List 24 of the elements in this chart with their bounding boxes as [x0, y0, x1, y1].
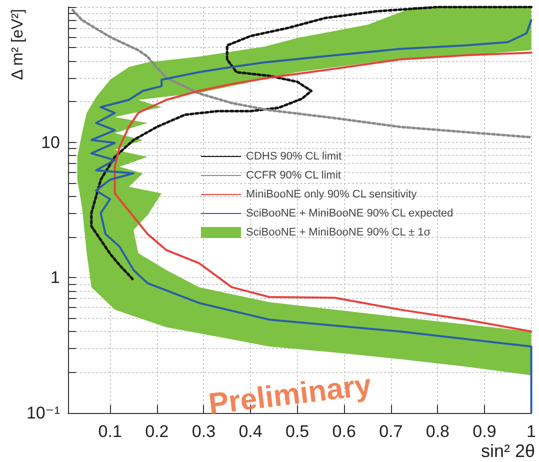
y-tick-label: 10 — [41, 132, 60, 152]
line-series — [90, 6, 533, 282]
annotation: Preliminary — [206, 368, 374, 422]
x-tick-label: 0.5 — [285, 422, 310, 441]
x-tick-label: 0.2 — [145, 422, 169, 441]
y-tick-label: 10⁻¹ — [26, 404, 60, 422]
x-tick-label: 1 — [526, 422, 536, 441]
legend-label: SciBooNE + MiniBooNE 90% CL ± 1σ — [246, 226, 431, 238]
legend-label: SciBooNE + MiniBooNE 90% CL expected — [246, 208, 454, 220]
x-tick-label: 0.6 — [332, 422, 356, 441]
x-tick-label: 0.3 — [192, 422, 216, 441]
x-tick-label: 0.4 — [238, 422, 262, 441]
x-axis-title: sin² 2θ — [480, 441, 536, 461]
y-axis-title: Δ m² [eV²] — [10, 8, 26, 80]
y-tick-label: 1 — [50, 268, 60, 288]
x-tick-label: 0.9 — [472, 422, 496, 441]
x-tick-label: 0.1 — [98, 422, 122, 441]
x-tick-label: 0.8 — [426, 422, 450, 441]
line-series — [114, 52, 532, 333]
legend-label: CCFR 90% CL limit — [246, 170, 341, 182]
legend-label: MiniBooNE only 90% CL sensitivity — [246, 188, 418, 200]
x-tick-label: 0.7 — [379, 422, 403, 441]
legend-label: CDHS 90% CL limit — [246, 150, 342, 162]
line-series — [71, 8, 533, 139]
